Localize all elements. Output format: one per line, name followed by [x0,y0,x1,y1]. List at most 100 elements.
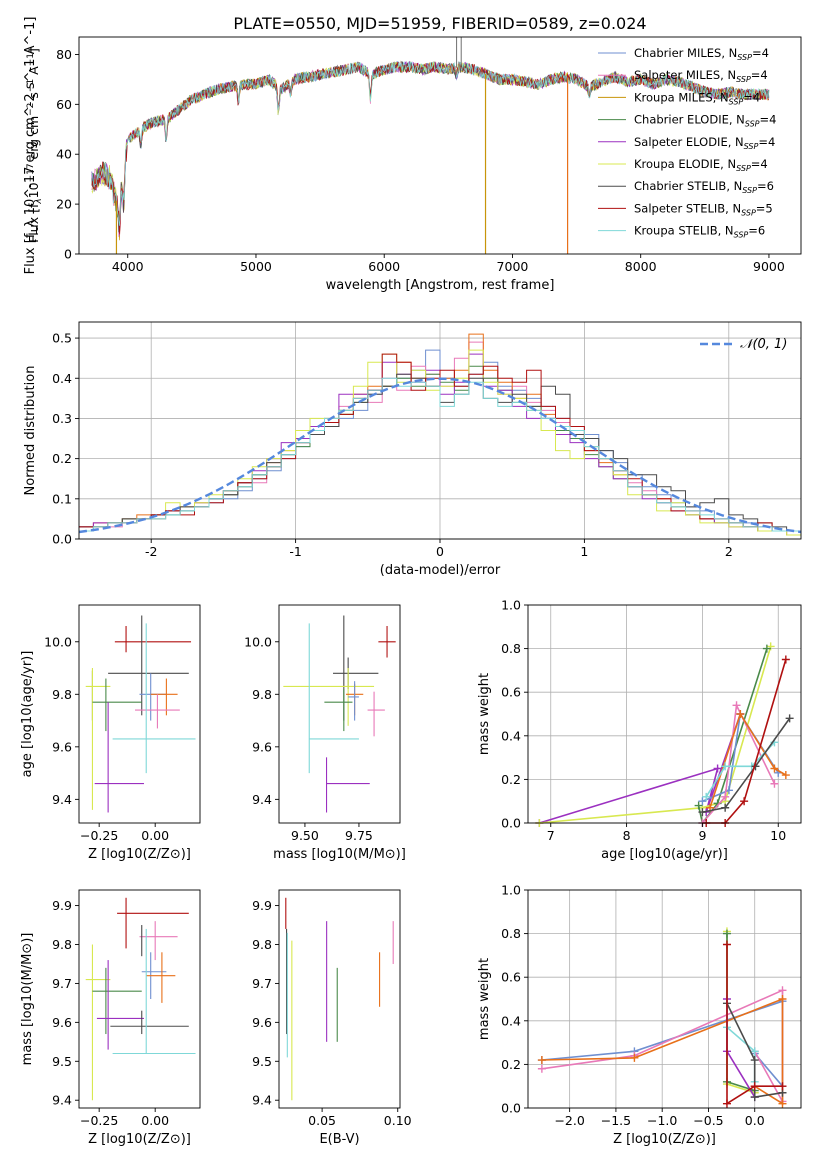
series-marker [750,1093,759,1102]
y-tick-label: 0.6 [501,970,521,985]
y-tick-label: 0.0 [52,532,72,547]
y-tick-label: 9.6 [252,739,272,754]
error-bar [110,1010,189,1035]
x-tick-label: −1.5 [601,1113,631,1128]
series-marker [722,1099,731,1108]
series-marker [537,1064,546,1073]
legend-label: Kroupa STELIB, NSSP=6 [634,224,765,240]
y-tick-label: 0.4 [501,1013,521,1028]
x-axis-label: Z [log10(Z/Z⊙)] [88,847,191,862]
x-axis-label: Z [log10(Z/Z⊙)] [613,1132,716,1147]
error-bar [146,952,176,1003]
y-axis-label: mass weight [477,958,492,1040]
series-line [709,712,787,808]
y-tick-label: 80 [56,47,72,62]
x-tick-label: 0.00 [141,828,169,843]
y-tick-label: 10.0 [244,634,272,649]
normal-curve [79,377,801,534]
ebv-mass-panel: 0.05 0.10 9.4 9.5 9.6 9.7 9.8 9.9 E(B-V) [252,889,412,1147]
x-axis-label: Z [log10(Z/Z⊙)] [88,1132,191,1147]
error-bar [325,757,370,813]
y-tick-label: 9.5 [52,1054,72,1069]
series-marker [721,762,730,771]
y-tick-label: 0.8 [501,641,521,656]
plot-frame [278,889,401,1109]
histogram-lines [79,333,801,536]
series-marker [736,710,745,718]
y-tick-label: 9.9 [252,898,272,913]
series-line [726,1003,783,1099]
x-tick-label: 7000 [497,259,529,274]
x-tick-label: -1 [289,544,301,559]
series-line [539,646,772,824]
series-line [702,717,791,813]
y-tick-label: 0.5 [52,331,72,346]
legend: 𝒩(0, 1) [700,337,787,352]
y-axis-label: Normed distribution [23,366,38,496]
plot-frame [78,36,802,255]
y-tick-label: 9.8 [252,937,272,952]
series-marker [694,801,703,810]
x-tick-label: 6000 [368,259,400,274]
error-bar [378,626,396,658]
series-marker [778,1099,787,1108]
y-tick-label: 0.4 [501,728,521,743]
series-marker [721,803,730,812]
error-bar [324,689,353,732]
y-tick-label: 9.8 [52,937,72,952]
legend-label: Kroupa MILES, NSSP=4 [634,90,760,106]
x-tick-label: −1.0 [647,1113,677,1128]
y-tick-label: 1.0 [501,598,521,613]
x-tick-label: 5000 [240,259,272,274]
y-tick-label: 9.7 [52,976,72,991]
y-tick-label: 0.1 [52,491,72,506]
legend-label: Chabrier MILES, NSSP=4 [634,46,769,62]
y-tick-label: 60 [56,97,72,112]
x-tick-label: −0.25 [80,828,118,843]
x-tick-label: 1 [580,544,588,559]
legend-label: Salpeter ELODIE, NSSP=4 [634,135,775,151]
y-axis-label: Flux [f_λ 10^-17 erg cm^-2 s^-1 A^-1] [23,17,38,275]
x-tick-label: 9.50 [291,828,319,843]
y-tick-label: 9.9 [52,898,72,913]
series-marker [537,1056,546,1065]
error-bar [108,615,189,716]
figure-title: PLATE=0550, MJD=51959, FIBERID=0589, z=0… [233,14,646,33]
mass-age-panel: 9.50 9.75 9.4 9.6 9.8 10.0 mass [log10(M/M⊙)] [244,604,406,862]
plot-frame [527,889,802,1109]
series-marker [778,995,787,1003]
y-tick-label: 0.3 [52,411,72,426]
x-tick-label: 9.75 [345,828,373,843]
error-bar [96,960,144,1050]
x-tick-label: 9 [698,828,706,843]
series-marker [722,929,731,938]
y-tick-label: 9.4 [52,792,72,807]
error-bar [114,626,192,653]
error-bar [94,702,144,813]
spectrum-line [91,61,770,226]
series-marker [740,797,749,806]
x-tick-label: 2 [725,544,733,559]
x-tick-label: 0.0 [745,1113,765,1128]
plot-frame [527,604,802,824]
error-bar [92,678,142,732]
x-tick-label: 0.05 [308,1113,336,1128]
plot-frame [78,889,201,1109]
y-tick-label: 9.4 [52,1093,72,1108]
z-age-panel: −0.25 0.00 9.4 9.6 9.8 10.0 Z [log10(Z/Z⊙)] age… [20,604,201,862]
y-tick-label: 0.0 [501,1101,521,1116]
y-tick-label: 20 [56,197,72,212]
x-tick-label: 4000 [112,259,144,274]
x-tick-label: 8 [623,828,631,843]
x-axis-label: age [log10(age/yr)] [601,847,728,862]
x-axis-label: wavelength [Angstrom, rest frame] [326,278,555,293]
y-tick-label: 0 [64,247,72,262]
series-marker [698,797,707,806]
x-tick-label: −2.0 [554,1113,584,1128]
y-tick-label: 9.6 [252,1015,272,1030]
x-axis-label: (data-model)/error [380,563,501,578]
x-tick-label: -2 [145,544,157,559]
error-bar [348,681,359,721]
z-mass-panel: −0.25 0.00 9.4 9.5 9.6 9.7 9.8 9.9 Z [log10(Z/Z⊙… [20,889,201,1147]
